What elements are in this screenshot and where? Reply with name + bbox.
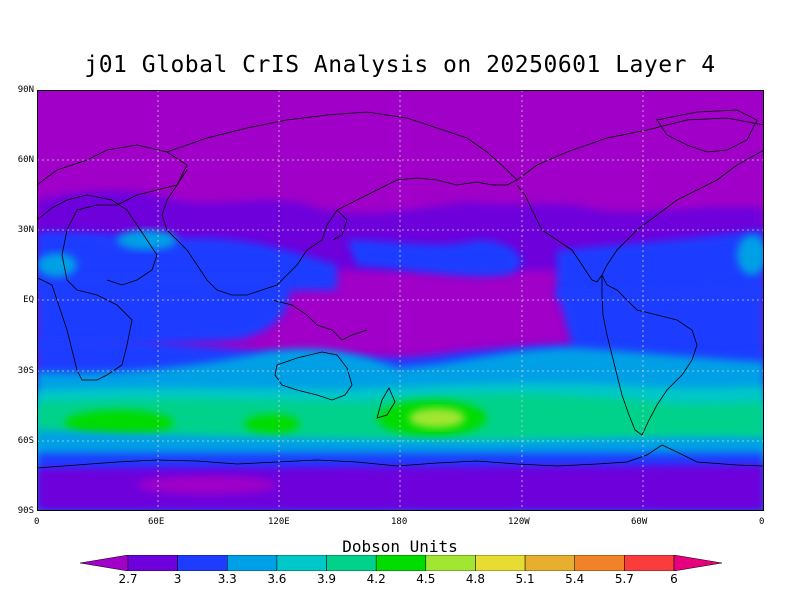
colorbar-tick-label: 5.7 — [614, 572, 634, 586]
colorbar-bin — [425, 555, 476, 571]
colorbar-tick-label: 3.3 — [217, 572, 237, 586]
colorbar-tick-label: 4.5 — [416, 572, 436, 586]
lon-label: 0 — [759, 517, 765, 527]
lat-label: 30N — [17, 225, 34, 235]
colorbar-bin — [227, 555, 278, 571]
colorbar-bin — [276, 555, 327, 571]
colorbar-tick-label: 3.9 — [316, 572, 337, 586]
colorbar-bin — [475, 555, 526, 571]
ozone-map — [37, 90, 764, 511]
coastlines — [37, 109, 764, 469]
colorbar-bin — [524, 555, 575, 571]
lat-label: 30S — [17, 366, 34, 376]
lat-label: 60N — [17, 155, 34, 165]
colorbar-bin — [375, 555, 427, 571]
ozone-field — [37, 90, 764, 511]
lon-label: 120W — [508, 517, 530, 527]
colorbar-bin — [127, 555, 178, 571]
colorbar-bin — [574, 555, 625, 571]
lat-label: EQ — [23, 295, 34, 305]
colorbar — [80, 555, 722, 571]
colorbar-title: Dobson Units — [342, 537, 458, 556]
lon-label: 60E — [148, 517, 165, 527]
colorbar-bin — [177, 555, 228, 571]
lon-label: 0 — [34, 517, 40, 527]
lon-label: 60W — [631, 517, 648, 527]
map-frame — [37, 90, 764, 511]
colorbar-tick-label: 5.1 — [515, 572, 535, 586]
colorbar-min-triangle — [80, 555, 129, 571]
colorbar-bin — [326, 555, 377, 571]
map-panel — [37, 90, 764, 511]
lat-label: 60S — [17, 436, 34, 446]
lat-label: 90S — [17, 506, 34, 516]
colorbar-max-triangle — [673, 555, 722, 571]
lon-label: 120E — [268, 517, 290, 527]
colorbar-tick-label: 6 — [670, 572, 678, 586]
graticule — [37, 90, 764, 511]
lat-label: 90N — [17, 85, 34, 95]
colorbar-bin — [624, 555, 675, 571]
lon-label: 180 — [391, 517, 408, 527]
map-title: j01 Global CrIS Analysis on 20250601 Lay… — [84, 52, 716, 78]
colorbar-tick-label: 2.7 — [118, 572, 138, 586]
colorbar-tick-label: 4.8 — [465, 572, 485, 586]
colorbar-tick-label: 4.2 — [366, 572, 386, 586]
colorbar-tick-label: 5.4 — [565, 572, 585, 586]
colorbar-tick-label: 3 — [173, 572, 182, 586]
colorbar-tick-label: 3.6 — [267, 572, 287, 586]
